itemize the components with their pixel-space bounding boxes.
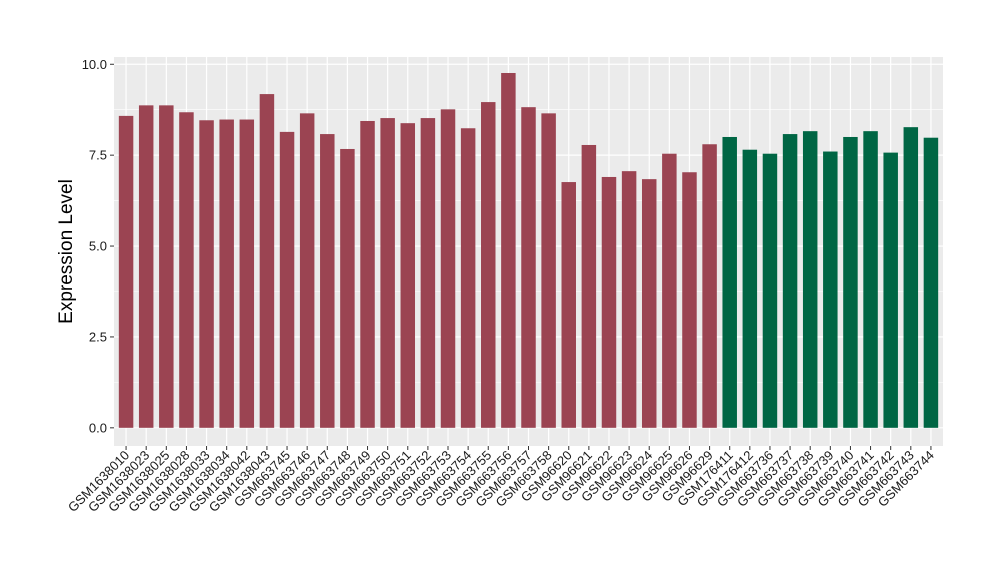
bar-GSM663743 [903, 127, 919, 428]
bar-GSM663742 [883, 152, 898, 428]
bar-GSM96629 [702, 144, 717, 428]
bar-GSM663748 [340, 148, 355, 428]
bar-GSM663737 [782, 134, 798, 428]
bar-GSM1638023 [138, 105, 154, 428]
bar-GSM1638033 [199, 120, 214, 428]
bar-GSM663736 [762, 153, 778, 428]
bar-GSM96626 [682, 172, 697, 428]
y-tick-label: 5.0 [89, 239, 107, 254]
bar-GSM1638043 [259, 94, 275, 428]
bars [118, 72, 939, 428]
bar-GSM663752 [420, 118, 436, 428]
bar-GSM663751 [400, 123, 416, 428]
bar-GSM663740 [843, 136, 858, 428]
bar-GSM1638025 [159, 105, 174, 428]
bar-GSM663756 [501, 72, 516, 428]
bar-GSM663755 [481, 102, 496, 428]
bar-GSM176411 [722, 136, 737, 428]
bar-GSM96621 [581, 144, 597, 428]
bar-GSM1638034 [219, 119, 234, 428]
bar-GSM176412 [742, 149, 758, 428]
bar-GSM96624 [641, 179, 657, 428]
bar-GSM663749 [360, 120, 375, 428]
bar-GSM96620 [561, 182, 576, 428]
bar-GSM1638028 [179, 112, 194, 428]
x-axis: GSM1638010GSM1638023GSM1638025GSM1638028… [65, 446, 937, 515]
bar-GSM96622 [601, 176, 617, 428]
y-axis-title: Expression Level [56, 179, 77, 324]
bar-GSM663754 [460, 128, 476, 428]
bar-GSM1638042 [239, 119, 255, 428]
y-axis: 0.0 2.5 5.0 7.5 10.0 [82, 57, 114, 435]
bar-GSM663739 [823, 151, 838, 428]
bar-GSM96625 [662, 153, 677, 428]
bar-GSM663738 [802, 131, 818, 428]
bar-GSM663746 [299, 113, 315, 428]
bar-GSM663745 [279, 131, 295, 428]
bar-GSM1638010 [118, 115, 134, 428]
bar-GSM663747 [320, 134, 335, 428]
y-tick-label: 0.0 [89, 420, 107, 435]
y-tick-label: 2.5 [89, 329, 107, 344]
bar-GSM663758 [541, 113, 556, 428]
bar-GSM663753 [440, 109, 456, 428]
bar-GSM663741 [863, 131, 878, 428]
y-tick-label: 10.0 [82, 57, 107, 72]
bar-GSM663750 [380, 118, 395, 428]
bar-GSM663744 [923, 137, 939, 428]
bar-GSM96623 [621, 171, 637, 428]
bar-GSM663757 [521, 107, 536, 428]
y-tick-label: 7.5 [89, 148, 107, 163]
